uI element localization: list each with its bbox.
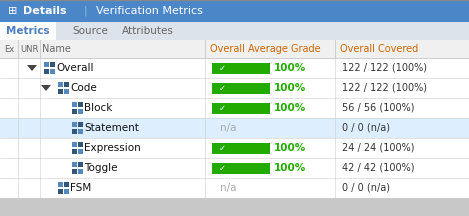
- Bar: [0, 158, 469, 178]
- Bar: [72, 162, 77, 167]
- Bar: [50, 62, 55, 67]
- Text: 100%: 100%: [274, 143, 306, 153]
- Text: 0 / 0 (n/a): 0 / 0 (n/a): [342, 123, 390, 133]
- Text: n/a: n/a: [220, 183, 236, 193]
- Text: 56 / 56 (100%): 56 / 56 (100%): [342, 103, 415, 113]
- Bar: [64, 89, 69, 94]
- Text: Code: Code: [70, 83, 97, 93]
- Bar: [64, 182, 69, 187]
- Bar: [0, 138, 469, 158]
- Text: ✓: ✓: [219, 103, 226, 113]
- Bar: [72, 169, 77, 174]
- Text: Block: Block: [84, 103, 113, 113]
- Text: 122 / 122 (100%): 122 / 122 (100%): [342, 63, 427, 73]
- Text: ⊞: ⊞: [8, 6, 17, 16]
- Bar: [212, 162, 270, 173]
- Bar: [0, 118, 469, 138]
- Text: Expression: Expression: [84, 143, 141, 153]
- Text: |: |: [83, 6, 87, 16]
- Bar: [78, 122, 83, 127]
- Bar: [78, 109, 83, 114]
- Text: FSM: FSM: [70, 183, 91, 193]
- Text: Ex: Ex: [4, 44, 14, 54]
- Text: n/a: n/a: [220, 123, 236, 133]
- Text: Source: Source: [72, 26, 108, 36]
- Text: 100%: 100%: [274, 163, 306, 173]
- Text: Overall Covered: Overall Covered: [340, 44, 418, 54]
- Bar: [72, 122, 77, 127]
- Bar: [0, 0, 469, 22]
- Text: 122 / 122 (100%): 122 / 122 (100%): [342, 83, 427, 93]
- Bar: [72, 129, 77, 134]
- Bar: [0, 22, 469, 40]
- Text: Statement: Statement: [84, 123, 139, 133]
- Text: Toggle: Toggle: [84, 163, 118, 173]
- Text: ✓: ✓: [219, 84, 226, 92]
- Text: 100%: 100%: [274, 103, 306, 113]
- Text: Attributes: Attributes: [122, 26, 174, 36]
- Bar: [72, 109, 77, 114]
- Bar: [72, 142, 77, 147]
- Polygon shape: [27, 65, 37, 71]
- Bar: [64, 82, 69, 87]
- Bar: [0, 58, 469, 78]
- Text: Verification Metrics: Verification Metrics: [96, 6, 203, 16]
- Bar: [78, 129, 83, 134]
- Text: ✓: ✓: [219, 164, 226, 173]
- Bar: [0, 40, 469, 58]
- Bar: [212, 103, 270, 113]
- Bar: [72, 149, 77, 154]
- Bar: [0, 178, 469, 198]
- Bar: [212, 143, 270, 154]
- Bar: [64, 189, 69, 194]
- Text: 0 / 0 (n/a): 0 / 0 (n/a): [342, 183, 390, 193]
- Text: UNR: UNR: [20, 44, 38, 54]
- Bar: [44, 69, 49, 74]
- Bar: [78, 162, 83, 167]
- Text: ✓: ✓: [219, 143, 226, 152]
- Bar: [44, 62, 49, 67]
- Polygon shape: [41, 85, 51, 91]
- Bar: [78, 169, 83, 174]
- Text: 100%: 100%: [274, 63, 306, 73]
- Text: Name: Name: [42, 44, 71, 54]
- Bar: [50, 69, 55, 74]
- Text: Overall: Overall: [56, 63, 93, 73]
- Bar: [78, 149, 83, 154]
- Text: Metrics: Metrics: [6, 26, 50, 36]
- Text: ✓: ✓: [219, 64, 226, 73]
- Text: 24 / 24 (100%): 24 / 24 (100%): [342, 143, 415, 153]
- Bar: [78, 102, 83, 107]
- Bar: [0, 78, 469, 98]
- Bar: [58, 89, 63, 94]
- Bar: [58, 82, 63, 87]
- Bar: [0, 98, 469, 118]
- Text: Overall Average Grade: Overall Average Grade: [210, 44, 321, 54]
- Bar: [78, 142, 83, 147]
- Bar: [58, 182, 63, 187]
- Bar: [212, 83, 270, 94]
- Text: 100%: 100%: [274, 83, 306, 93]
- Text: 42 / 42 (100%): 42 / 42 (100%): [342, 163, 415, 173]
- Bar: [0, 22, 56, 40]
- Bar: [58, 189, 63, 194]
- Bar: [212, 62, 270, 73]
- Bar: [72, 102, 77, 107]
- Text: Details: Details: [23, 6, 67, 16]
